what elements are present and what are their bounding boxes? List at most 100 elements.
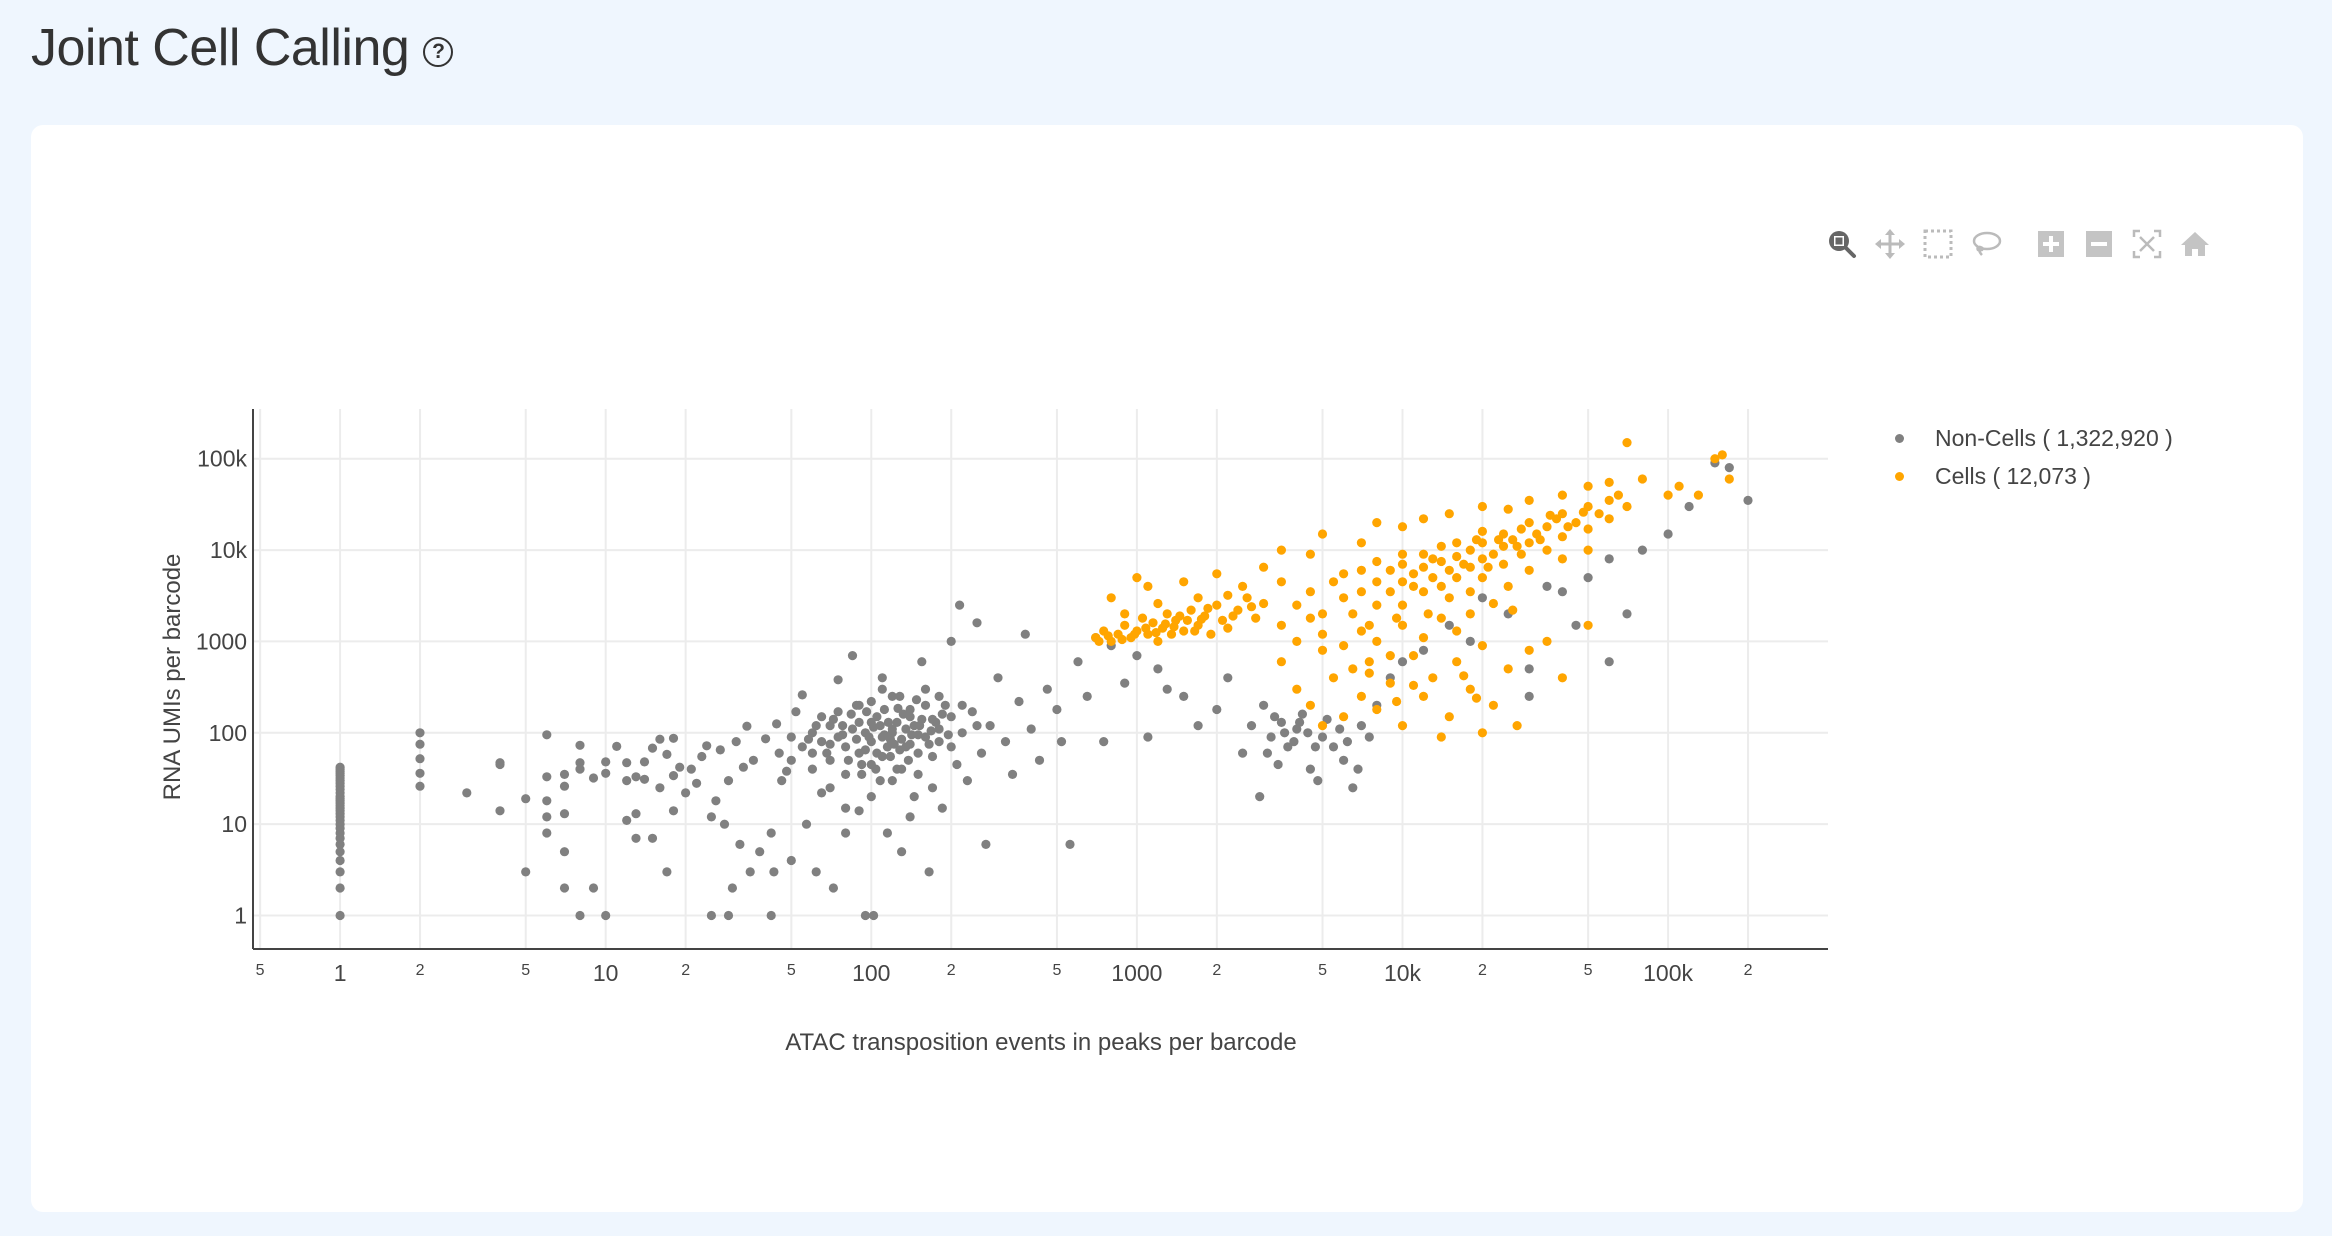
data-point-non-cells — [1364, 732, 1374, 742]
x-axis-title: ATAC transposition events in peaks per b… — [785, 1029, 1296, 1056]
data-point-cells — [1524, 518, 1534, 528]
data-point-non-cells — [817, 712, 827, 722]
data-point-non-cells — [766, 910, 776, 921]
data-point-cells — [1196, 614, 1206, 624]
data-point-non-cells — [786, 732, 796, 742]
page-title-text: Joint Cell Calling — [31, 19, 410, 77]
autoscale-icon[interactable] — [2131, 228, 2163, 260]
data-point-non-cells — [817, 788, 827, 798]
data-point-non-cells — [1120, 678, 1130, 688]
data-point-cells — [1276, 545, 1286, 555]
question-circle-icon[interactable]: ? — [423, 37, 454, 67]
data-point-non-cells — [639, 774, 650, 784]
data-point-cells — [1141, 623, 1151, 633]
data-point-non-cells — [854, 717, 864, 728]
data-point-non-cells — [854, 806, 864, 816]
data-point-cells — [1372, 600, 1382, 610]
data-point-cells — [1292, 684, 1302, 694]
data-point-cells — [1498, 541, 1509, 551]
x-minor-tick-label: 5 — [1318, 962, 1327, 979]
data-point-cells — [1444, 593, 1454, 603]
data-point-non-cells — [675, 762, 685, 772]
data-point-non-cells — [575, 910, 585, 921]
data-point-cells — [1508, 535, 1518, 545]
data-point-cells — [1212, 600, 1222, 610]
data-point-non-cells — [575, 764, 585, 774]
data-point-non-cells — [521, 794, 531, 804]
data-point-non-cells — [1477, 593, 1487, 603]
data-point-cells — [1217, 615, 1228, 626]
data-point-non-cells — [893, 703, 903, 714]
data-point-non-cells — [415, 754, 425, 764]
data-point-non-cells — [913, 730, 923, 740]
legend-marker-cells — [1895, 472, 1904, 481]
data-point-non-cells — [1339, 755, 1349, 765]
data-point-non-cells — [559, 809, 570, 819]
series-non-cells — [335, 458, 1753, 921]
data-point-cells — [1408, 569, 1419, 579]
data-point-non-cells — [639, 757, 650, 767]
gridlines — [253, 409, 1828, 949]
data-point-non-cells — [1153, 664, 1163, 674]
data-point-cells — [1408, 651, 1419, 661]
data-point-non-cells — [934, 724, 944, 734]
data-point-cells — [1339, 593, 1349, 603]
data-point-non-cells — [924, 739, 934, 749]
data-point-cells — [1545, 510, 1555, 520]
data-point-non-cells — [1524, 691, 1534, 702]
data-point-cells — [1153, 598, 1163, 609]
data-point-non-cells — [1143, 732, 1153, 742]
data-point-cells — [1488, 598, 1498, 609]
data-point-non-cells — [985, 721, 995, 731]
zoom-out-icon[interactable] — [2083, 228, 2115, 260]
data-point-cells — [1106, 593, 1116, 603]
data-point-non-cells — [841, 742, 851, 752]
data-point-cells — [1428, 554, 1438, 564]
data-point-non-cells — [913, 748, 923, 758]
data-point-non-cells — [877, 751, 887, 762]
legend-item-cells[interactable]: Cells ( 12,073 ) — [1895, 463, 2091, 490]
data-point-non-cells — [1223, 673, 1233, 683]
data-point-non-cells — [892, 717, 902, 728]
zoom-in-icon[interactable] — [2035, 228, 2067, 260]
data-point-non-cells — [559, 769, 570, 780]
box-select-icon[interactable] — [1922, 228, 1954, 260]
data-point-cells — [1512, 541, 1522, 551]
data-point-cells — [1571, 518, 1581, 528]
data-point-cells — [1364, 620, 1374, 630]
data-point-cells — [1397, 600, 1408, 610]
y-tick-label: 10 — [221, 811, 247, 837]
data-point-cells — [1103, 631, 1113, 641]
data-point-non-cells — [1303, 728, 1313, 738]
lasso-select-icon[interactable] — [1970, 228, 2002, 260]
data-point-cells — [1317, 721, 1328, 731]
data-point-non-cells — [920, 732, 931, 742]
data-point-cells — [1223, 590, 1233, 600]
data-point-cells — [1137, 613, 1148, 623]
data-point-non-cells — [1283, 742, 1293, 752]
data-point-non-cells — [542, 796, 552, 806]
pan-icon[interactable] — [1874, 228, 1906, 260]
data-point-cells — [1246, 602, 1257, 612]
data-point-non-cells — [1273, 759, 1283, 770]
zoom-icon[interactable] — [1826, 228, 1858, 260]
x-tick-label: 100k — [1643, 960, 1693, 986]
x-minor-tick-label: 5 — [1052, 962, 1061, 979]
reset-axes-home-icon[interactable] — [2179, 228, 2211, 260]
data-point-cells — [1372, 518, 1382, 528]
data-point-cells — [1259, 598, 1269, 609]
data-point-non-cells — [825, 739, 835, 749]
data-point-cells — [1542, 545, 1552, 555]
legend-item-non-cells[interactable]: Non-Cells ( 1,322,920 ) — [1895, 425, 2173, 452]
data-point-non-cells — [1246, 721, 1257, 731]
data-point-non-cells — [791, 707, 801, 717]
data-point-cells — [1465, 684, 1475, 694]
data-point-non-cells — [335, 855, 345, 866]
page-title: Joint Cell Calling ? — [31, 18, 454, 78]
data-point-non-cells — [772, 719, 782, 729]
data-point-non-cells — [1289, 737, 1299, 747]
data-point-non-cells — [1056, 737, 1067, 747]
x-minor-tick-label: 5 — [256, 962, 265, 979]
data-point-cells — [1583, 481, 1593, 491]
